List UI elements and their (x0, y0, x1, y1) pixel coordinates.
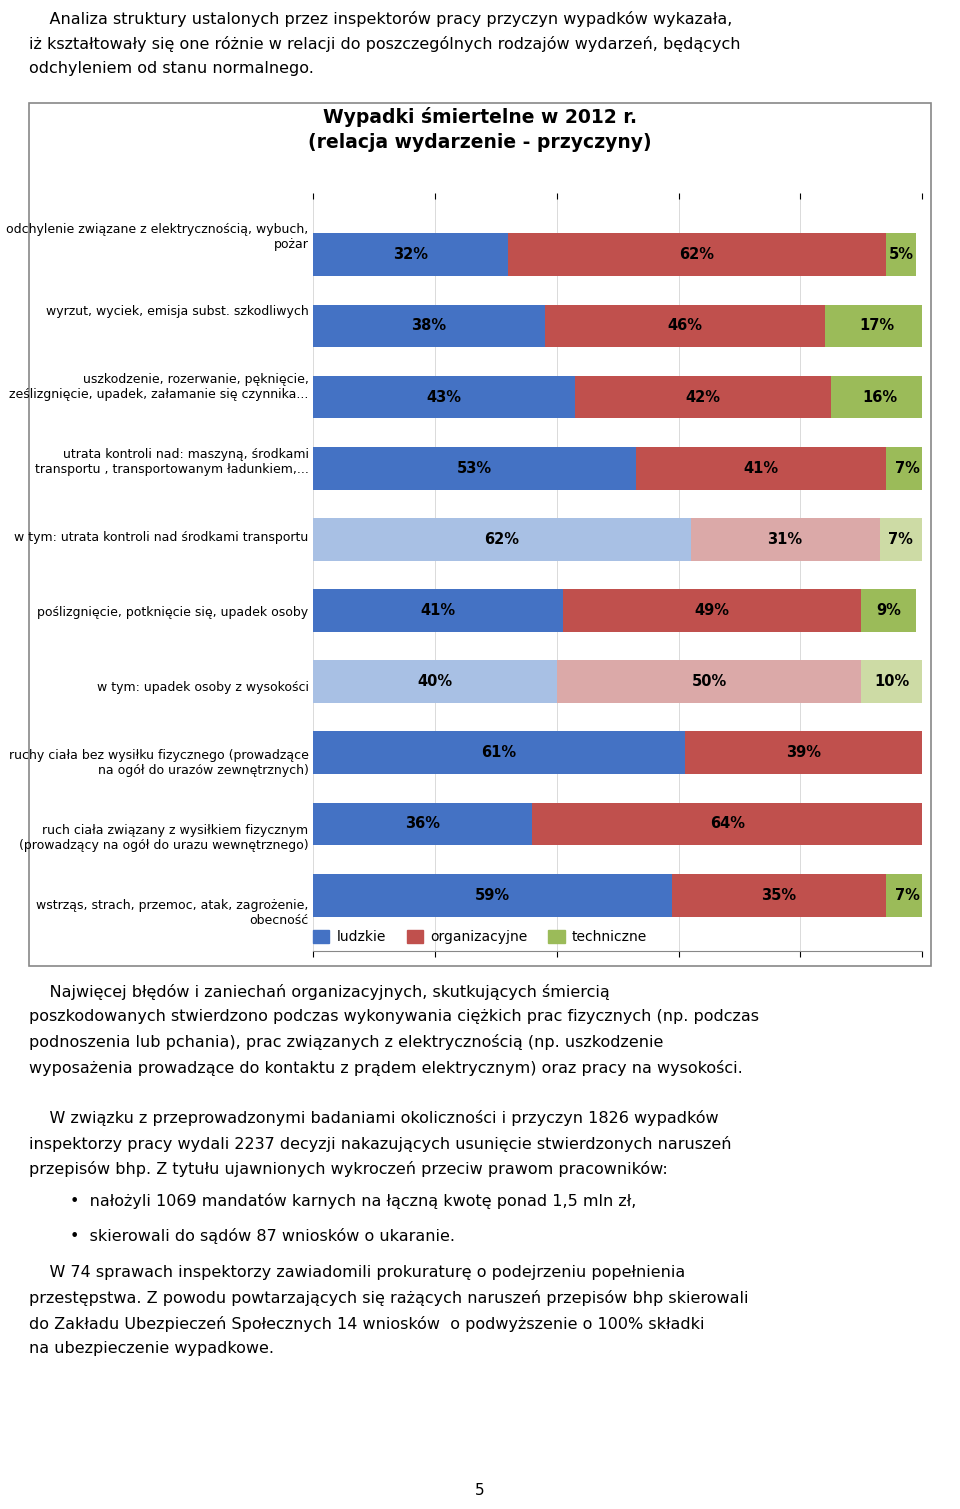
Text: 62%: 62% (485, 531, 519, 546)
Legend: ludzkie, organizacyjne, techniczne: ludzkie, organizacyjne, techniczne (307, 925, 653, 949)
Bar (861, 589, 916, 632)
Bar (533, 803, 923, 845)
Text: ruch ciała związany z wysiłkiem fizycznym
(prowadzący na ogół do urazu wewnętrzn: ruch ciała związany z wysiłkiem fizyczny… (19, 824, 308, 853)
Bar (886, 234, 916, 276)
Bar (313, 376, 575, 418)
Bar (861, 661, 923, 703)
Bar (672, 874, 886, 916)
Text: 39%: 39% (786, 745, 821, 761)
Text: 62%: 62% (680, 247, 714, 263)
Text: poślizgnięcie, potknięcie się, upadek osoby: poślizgnięcie, potknięcie się, upadek os… (37, 607, 308, 619)
Bar (830, 376, 928, 418)
Bar (886, 874, 928, 916)
Bar (636, 447, 886, 489)
Bar (557, 661, 861, 703)
Bar (313, 661, 557, 703)
Bar (544, 305, 825, 347)
Bar (313, 305, 544, 347)
Bar (563, 589, 861, 632)
Text: 17%: 17% (859, 318, 894, 333)
Bar (684, 732, 923, 774)
Text: 5%: 5% (888, 247, 913, 263)
Text: 31%: 31% (768, 531, 803, 546)
Text: 53%: 53% (457, 460, 492, 475)
Text: wstrząs, strach, przemoc, atak, zagrożenie,
obecność: wstrząs, strach, przemoc, atak, zagrożen… (36, 899, 308, 927)
Text: 9%: 9% (876, 604, 901, 619)
Text: 35%: 35% (761, 887, 797, 902)
Bar (313, 803, 533, 845)
Text: odchylenie związane z elektrycznością, wybuch,
pożar: odchylenie związane z elektrycznością, w… (7, 223, 308, 250)
Text: 36%: 36% (405, 816, 441, 831)
Text: Wypadki śmiertelne w 2012 r.
(relacja wydarzenie - przyczyny): Wypadki śmiertelne w 2012 r. (relacja wy… (308, 107, 652, 152)
Text: •  nałożyli 1069 mandatów karnych na łączną kwotę ponad 1,5 mln zł,: • nałożyli 1069 mandatów karnych na łącz… (29, 1194, 636, 1209)
Bar (690, 518, 879, 561)
Bar (313, 234, 508, 276)
Text: 5: 5 (475, 1483, 485, 1497)
Bar (825, 305, 928, 347)
Text: W związku z przeprowadzonymi badaniami okoliczności i przyczyn 1826 wypadków
ins: W związku z przeprowadzonymi badaniami o… (29, 1111, 732, 1177)
Bar (313, 589, 563, 632)
Text: 40%: 40% (418, 675, 452, 690)
Text: 64%: 64% (709, 816, 745, 831)
Text: 32%: 32% (393, 247, 428, 263)
Text: 10%: 10% (875, 675, 909, 690)
Bar (575, 376, 830, 418)
Text: Najwięcej błędów i zaniechań organizacyjnych, skutkujących śmiercią
poszkodowany: Najwięcej błędów i zaniechań organizacyj… (29, 984, 758, 1076)
Text: 61%: 61% (481, 745, 516, 761)
Bar (313, 874, 672, 916)
Text: w tym: upadek osoby z wysokości: w tym: upadek osoby z wysokości (97, 681, 308, 694)
Text: 46%: 46% (667, 318, 702, 333)
Bar (886, 447, 928, 489)
Text: w tym: utrata kontroli nad środkami transportu: w tym: utrata kontroli nad środkami tran… (14, 531, 308, 543)
Text: uszkodzenie, rozerwanie, pęknięcie,
ześlizgnięcie, upadek, załamanie się czynnik: uszkodzenie, rozerwanie, pęknięcie, ześl… (10, 373, 308, 401)
Text: 50%: 50% (691, 675, 727, 690)
Text: 7%: 7% (888, 531, 913, 546)
Text: ruchy ciała bez wysiłku fizycznego (prowadzące
na ogół do urazów zewnętrznych): ruchy ciała bez wysiłku fizycznego (prow… (9, 748, 308, 777)
Text: 7%: 7% (895, 460, 920, 475)
Text: wyrzut, wyciek, emisja subst. szkodliwych: wyrzut, wyciek, emisja subst. szkodliwyc… (46, 305, 308, 318)
Bar (313, 447, 636, 489)
Text: •  skierowali do sądów 87 wniosków o ukaranie.: • skierowali do sądów 87 wniosków o ukar… (29, 1228, 455, 1243)
Text: utrata kontroli nad: maszyną, środkami
transportu , transportowanym ładunkiem,..: utrata kontroli nad: maszyną, środkami t… (35, 448, 308, 477)
Bar (313, 518, 690, 561)
Text: 49%: 49% (694, 604, 730, 619)
Text: 59%: 59% (475, 887, 511, 902)
Text: 38%: 38% (411, 318, 446, 333)
Text: 41%: 41% (743, 460, 779, 475)
Text: 7%: 7% (895, 887, 920, 902)
Bar (313, 732, 684, 774)
Text: W 74 sprawach inspektorzy zawiadomili prokuraturę o podejrzeniu popełnienia
prze: W 74 sprawach inspektorzy zawiadomili pr… (29, 1265, 748, 1355)
Text: Analiza struktury ustalonych przez inspektorów pracy przyczyn wypadków wykazała,: Analiza struktury ustalonych przez inspe… (29, 11, 740, 77)
Text: 16%: 16% (862, 389, 897, 404)
Bar (508, 234, 886, 276)
Text: 43%: 43% (426, 389, 462, 404)
Text: 42%: 42% (685, 389, 720, 404)
Bar (879, 518, 923, 561)
Text: 41%: 41% (420, 604, 455, 619)
